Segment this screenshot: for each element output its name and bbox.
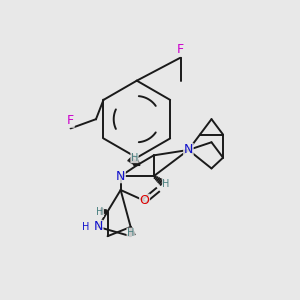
Text: H: H bbox=[96, 207, 103, 217]
Polygon shape bbox=[134, 158, 140, 165]
Text: N: N bbox=[184, 143, 193, 157]
Text: H: H bbox=[162, 179, 170, 189]
Text: F: F bbox=[177, 44, 184, 56]
Text: H: H bbox=[82, 222, 90, 232]
Text: N: N bbox=[116, 169, 125, 183]
Text: H: H bbox=[127, 228, 134, 238]
Text: N: N bbox=[94, 220, 103, 233]
Text: F: F bbox=[67, 114, 74, 127]
Text: H: H bbox=[131, 153, 138, 163]
Text: O: O bbox=[140, 194, 149, 207]
